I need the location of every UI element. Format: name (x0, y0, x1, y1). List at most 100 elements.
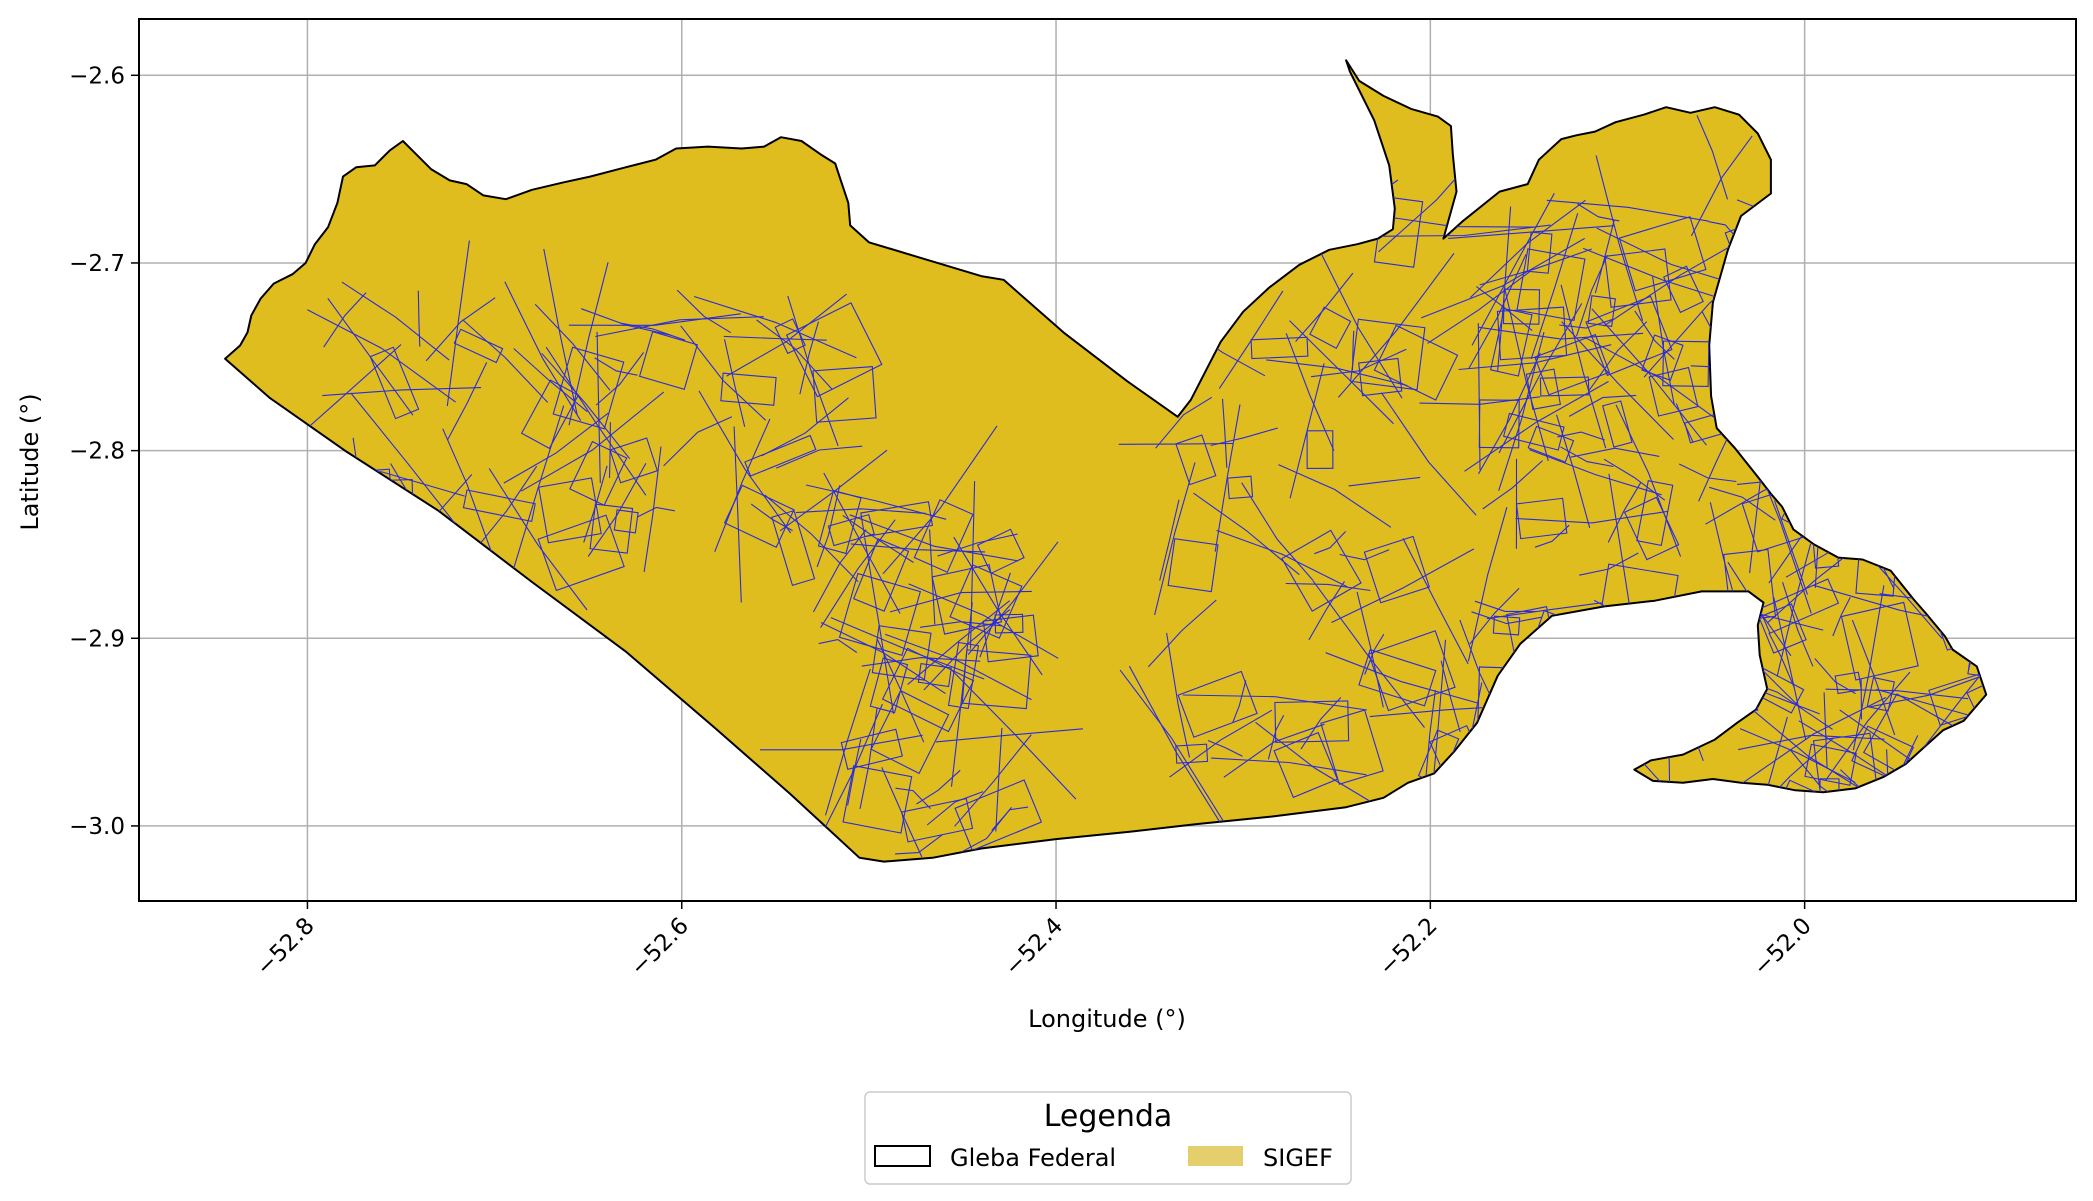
parcel-plot (1834, 671, 1862, 695)
parcel-boundary (723, 335, 827, 341)
parcel-boundary (923, 609, 1011, 691)
parcel-plot (881, 647, 975, 733)
parcel-plot (1758, 603, 1807, 654)
parcel-boundary (1709, 486, 1776, 521)
parcel-plot (1641, 334, 1684, 381)
parcel-boundary (341, 281, 450, 361)
parcel-plot (1274, 700, 1350, 743)
parcel-boundary (761, 397, 849, 457)
parcel-plot (812, 366, 877, 423)
legend: Legenda Gleba Federal SIGEF (864, 1091, 1352, 1185)
parcel-boundary (950, 602, 973, 787)
parcel-boundary (1832, 596, 1851, 637)
parcel-boundary (323, 292, 367, 348)
parcel-boundary (760, 734, 923, 751)
x-axis-label: Longitude (°) (1028, 1005, 1186, 1033)
parcel-boundary (885, 633, 1032, 701)
x-tick-label: −52.4 (1000, 913, 1068, 981)
parcel-boundary (1420, 237, 1585, 319)
parcel-boundary (935, 728, 1083, 743)
parcel-boundary (1546, 199, 1709, 222)
parcel-plot (860, 501, 934, 538)
parcel-boundary (1585, 337, 1734, 432)
parcel-boundary (1255, 721, 1374, 804)
parcel-plot (1281, 529, 1362, 612)
parcel-plot (1489, 307, 1533, 377)
parcel-plot (1662, 340, 1710, 387)
parcel-boundary (864, 537, 895, 714)
parcel-boundary (1469, 587, 1520, 645)
parcel-boundary (1155, 396, 1213, 449)
parcel-boundary (1876, 688, 1987, 739)
parcel-boundary (534, 303, 611, 391)
parcel-boundary (1825, 688, 1969, 700)
parcel-plot (1349, 318, 1426, 391)
parcel-plot (589, 503, 634, 554)
parcel-boundary (1310, 348, 1407, 378)
x-tick-label: −52.0 (1749, 913, 1817, 981)
parcel-boundary (425, 297, 496, 362)
parcel-boundary (1607, 481, 1642, 543)
parcel-plot (947, 641, 980, 710)
legend-label-gleba-federal: Gleba Federal (950, 1144, 1116, 1172)
parcel-plot (520, 379, 580, 450)
parcel-boundary (1868, 672, 1987, 708)
parcel-plot (1602, 400, 1633, 448)
parcel-plot (852, 538, 910, 612)
parcel-boundary (1915, 627, 1987, 759)
x-axis-ticks: −52.8 −52.6 −52.4 −52.2 −52.0 (251, 901, 1817, 981)
parcel-plot (1526, 231, 1553, 274)
parcel-plot (1636, 480, 1674, 547)
parcel-boundary (676, 289, 732, 334)
parcel-plot (913, 499, 974, 573)
parcel-boundary (1476, 286, 1533, 332)
parcel-boundary (503, 412, 609, 484)
parcel-boundary (446, 240, 470, 407)
parcel-boundary (1166, 632, 1191, 758)
parcel-boundary (643, 446, 662, 573)
y-tick-label: −2.7 (69, 251, 125, 277)
parcel-boundary (1380, 392, 1477, 516)
parcel-boundary (587, 463, 647, 557)
parcel-boundary (816, 485, 841, 568)
parcel-boundary (889, 590, 1032, 613)
parcel-boundary (1867, 554, 1943, 639)
parcel-boundary (446, 362, 488, 441)
parcel-boundary (488, 468, 588, 611)
parcel-boundary (568, 262, 609, 426)
parcel-boundary (861, 657, 981, 667)
parcel-boundary (1300, 697, 1342, 750)
parcel-boundary (1423, 690, 1436, 794)
parcel-boundary (1748, 706, 1869, 795)
parcel-boundary (1214, 404, 1241, 552)
parcel-plot (1175, 743, 1209, 764)
parcel-boundary (595, 316, 764, 338)
parcel-boundary (680, 325, 767, 421)
parcel-boundary (1402, 538, 1469, 665)
parcel-boundary (1285, 582, 1371, 592)
parcel-plot (1648, 366, 1699, 417)
parcel-plot (976, 528, 1025, 575)
parcel-boundary (1570, 447, 1660, 458)
parcel-plot (1515, 497, 1568, 540)
x-tick-label: −52.8 (251, 913, 319, 981)
parcel-boundary (1534, 524, 1570, 548)
parcel-boundary (541, 352, 631, 460)
parcel-plot (1618, 216, 1707, 292)
parcel-boundary (568, 313, 741, 326)
parcel-boundary (1591, 308, 1707, 446)
y-tick-label: −2.8 (69, 439, 125, 465)
parcel-plot (1373, 324, 1459, 401)
parcel-boundary (954, 734, 1032, 827)
parcel-boundary (967, 541, 1059, 655)
parcel-plot (1604, 248, 1672, 308)
plot-frame (138, 18, 2077, 902)
parcel-plot (1309, 306, 1352, 350)
parcel-boundary (1331, 548, 1475, 623)
parcel-boundary (1266, 359, 1408, 387)
legend-title: Legenda (1044, 1099, 1173, 1134)
parcel-boundary (812, 529, 867, 613)
parcel-boundary (1278, 464, 1392, 528)
parcel-boundary (1223, 723, 1325, 778)
